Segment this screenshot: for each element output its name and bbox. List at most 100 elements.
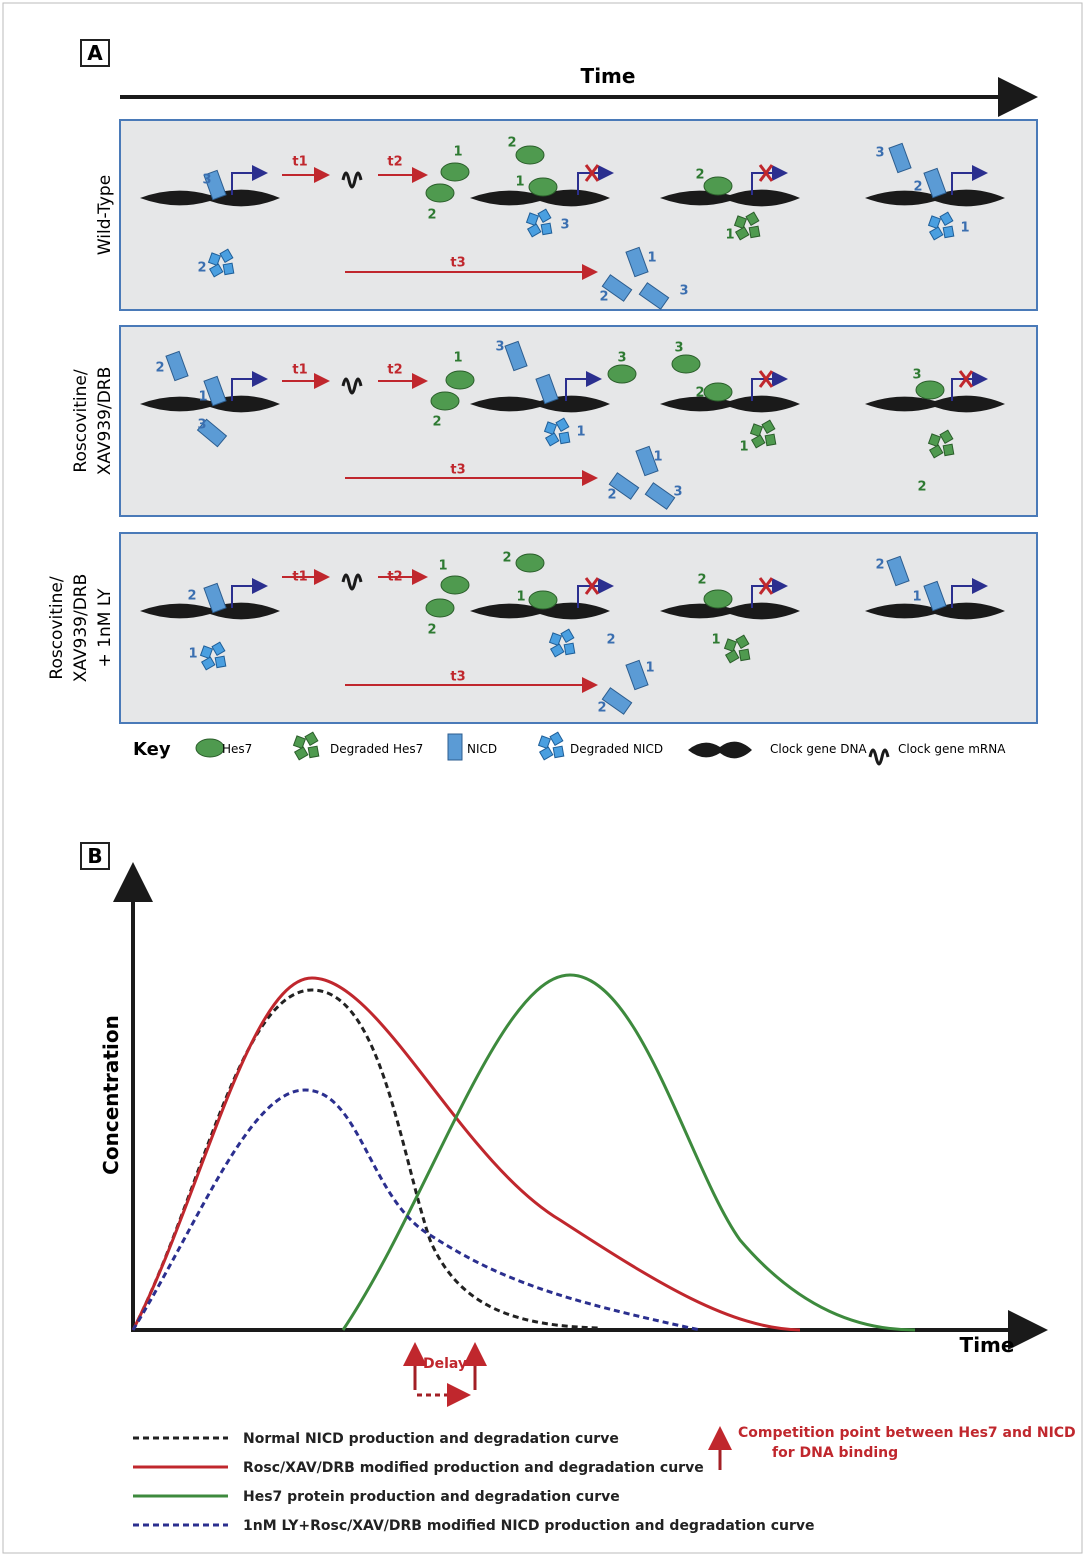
degraded-nicd: [214, 655, 227, 669]
degraded-nicd: [540, 222, 553, 236]
degraded-nicd: [927, 215, 942, 230]
dna: [140, 602, 280, 620]
degraded-nicd: [538, 746, 554, 761]
degraded-nicd: [548, 632, 563, 647]
promoter-arrow: [231, 578, 268, 608]
condition-label: + 1nM LY: [95, 588, 115, 668]
mrna: [341, 171, 363, 189]
nicd: [638, 282, 670, 310]
block-mark: [584, 577, 600, 595]
promoter-arrow: [577, 578, 614, 608]
degraded-nicd: [219, 248, 234, 264]
state-label: 3: [202, 173, 211, 188]
hes7: [445, 370, 475, 390]
block-mark: [958, 370, 974, 388]
block-mark: [584, 164, 600, 182]
degraded-hes7: [307, 745, 320, 759]
state-label: 1: [438, 559, 447, 574]
degraded-nicd: [563, 642, 576, 656]
degraded-nicd: [555, 417, 570, 433]
state-label: 2: [697, 573, 706, 588]
degraded-hes7: [748, 225, 761, 239]
dna: [140, 395, 280, 413]
state-label: 2: [187, 589, 196, 604]
hes7: [915, 380, 945, 400]
state-label: 1: [198, 390, 207, 405]
degraded-nicd: [200, 656, 216, 671]
state-label: t3: [450, 256, 465, 271]
state-label: 2: [695, 386, 704, 401]
competition-note: for DNA binding: [772, 1445, 898, 1461]
hes7: [515, 145, 545, 165]
degraded-hes7: [942, 443, 955, 457]
hes7: [703, 589, 733, 609]
state-label: t2: [387, 155, 402, 170]
degraded-hes7: [927, 433, 942, 448]
degraded-hes7: [764, 433, 777, 447]
condition-box: [119, 532, 1038, 724]
condition-label: Wild-Type: [95, 175, 115, 255]
legend-label: Hes7 protein production and degradation …: [243, 1489, 620, 1505]
time-label: Time: [581, 64, 636, 88]
degraded-nicd: [211, 641, 226, 657]
state-label: 1: [653, 450, 662, 465]
state-label: 3: [617, 351, 626, 366]
degraded-hes7: [723, 638, 738, 653]
hes7: [607, 364, 637, 384]
legend-label: 1nM LY+Rosc/XAV/DRB modified NICD produc…: [243, 1518, 815, 1534]
degraded-nicd: [939, 211, 954, 227]
nicd: [635, 445, 659, 477]
axes: [113, 862, 1048, 1350]
hes7-curve: [341, 973, 916, 1332]
legend-label: Rosc/XAV/DRB modified production and deg…: [243, 1460, 704, 1476]
dna: [865, 395, 1005, 413]
promoter-arrow: [951, 165, 988, 195]
nicd: [203, 582, 227, 614]
normal-nicd-curve: [131, 988, 601, 1331]
state-label: 1: [188, 647, 197, 662]
key-item: NICD: [467, 742, 497, 756]
dna: [660, 602, 800, 620]
state-label: 2: [427, 208, 436, 223]
panel-a-box: [80, 39, 110, 67]
degraded-nicd: [560, 628, 575, 644]
state-label: 1: [711, 633, 720, 648]
promoter-arrow: [951, 371, 988, 401]
hes7: [195, 738, 225, 758]
dna: [140, 189, 280, 207]
hes7: [440, 575, 470, 595]
degraded-hes7: [749, 423, 764, 438]
key-item: Clock gene mRNA: [898, 742, 1006, 756]
degraded-nicd: [552, 745, 565, 759]
nicd: [625, 246, 649, 278]
hes7: [515, 553, 545, 573]
degraded-hes7: [724, 649, 740, 664]
nicd: [535, 373, 559, 405]
state-label: 1: [912, 590, 921, 605]
nicd: [888, 142, 912, 174]
degraded-nicd: [537, 735, 552, 750]
promoter-arrow: [751, 578, 788, 608]
panel-b-box: [80, 842, 110, 870]
state-label: t2: [387, 570, 402, 585]
degraded-nicd: [222, 262, 235, 276]
state-label: t2: [387, 363, 402, 378]
state-label: 1: [645, 661, 654, 676]
state-label: t3: [450, 463, 465, 478]
x-axis-label: Time: [960, 1333, 1015, 1357]
hes7: [703, 382, 733, 402]
state-label: 3: [673, 485, 682, 500]
condition-label: Roscovitine/: [47, 576, 67, 679]
panel-b-label: B: [87, 844, 102, 868]
condition-label: XAV939/DRB: [71, 574, 91, 683]
competition-note: Competition point between Hes7 and NICD: [738, 1425, 1076, 1441]
mrna: [868, 748, 890, 766]
state-label: 1: [515, 175, 524, 190]
state-label: 2: [197, 261, 206, 276]
degraded-hes7: [939, 429, 954, 445]
degraded-nicd: [525, 212, 540, 227]
degraded-nicd: [549, 643, 565, 658]
block-mark: [758, 370, 774, 388]
key-item: Degraded NICD: [570, 742, 663, 756]
